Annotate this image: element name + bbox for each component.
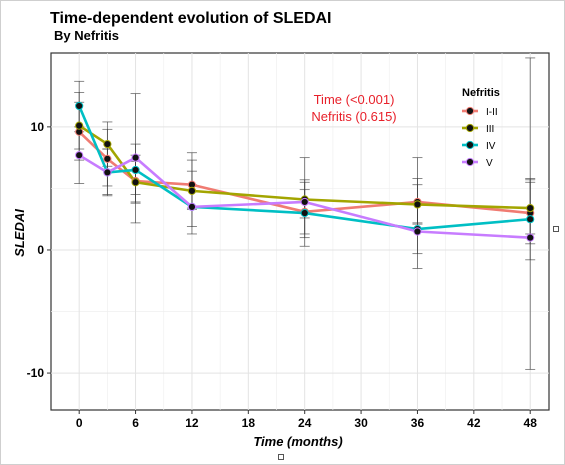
legend-key-point: [465, 140, 475, 150]
chart-subtitle: By Nefritis: [54, 28, 119, 43]
annotation-nefritis-pvalue: Nefritis (0.615): [311, 109, 396, 124]
chart-title: Time-dependent evolution of SLEDAI: [50, 10, 332, 27]
resize-handle-bottom[interactable]: [278, 454, 284, 460]
data-point-V: [413, 227, 422, 236]
x-tick-label: 24: [298, 416, 312, 430]
legend-item-IV: IV: [462, 140, 496, 152]
x-tick-label: 6: [132, 416, 139, 430]
legend-title: Nefritis: [462, 87, 500, 99]
plot-panel: [50, 52, 550, 411]
data-point-V: [187, 202, 197, 211]
legend-item-I-II: I-II: [462, 106, 498, 118]
series-points: [75, 101, 535, 242]
data-point-IV: [131, 165, 140, 175]
x-tick-label: 42: [467, 416, 481, 430]
legend-item-V: V: [462, 157, 493, 169]
legend-label: I-II: [486, 107, 498, 118]
data-point-IV: [75, 101, 84, 111]
legend-key-point: [465, 123, 475, 133]
legend-item-III: III: [462, 123, 494, 135]
x-tick-label: 18: [242, 416, 256, 430]
data-point-IV: [300, 208, 309, 218]
data-point-III: [131, 178, 140, 187]
x-tick-label: 48: [524, 416, 538, 430]
y-axis-label: SLEDAI: [12, 209, 27, 257]
data-point-V: [300, 197, 309, 207]
x-tick-label: 12: [185, 416, 199, 430]
data-point-III: [187, 186, 197, 195]
data-point-III: [103, 139, 112, 149]
x-tick-label: 36: [411, 416, 425, 430]
legend-label: III: [486, 124, 494, 135]
axes: 0 6 12 18 24 30 36 42 48 -10 0 10: [27, 120, 538, 430]
y-tick-label: -10: [27, 366, 45, 380]
legend: Nefritis I-II III IV V: [462, 87, 500, 169]
data-point-IV: [526, 215, 535, 224]
x-tick-label: 30: [354, 416, 368, 430]
legend-items: I-II III IV V: [462, 106, 498, 169]
x-axis-label: Time (months): [253, 434, 342, 449]
annotation-time-pvalue: Time (<0.001): [314, 92, 395, 107]
x-tick-label: 0: [76, 416, 83, 430]
legend-label: V: [486, 158, 493, 169]
data-point-V: [75, 151, 84, 160]
data-point-III: [526, 204, 535, 213]
data-point-I-II: [103, 154, 112, 163]
data-point-V: [103, 168, 112, 177]
data-point-V: [526, 233, 535, 242]
legend-label: IV: [486, 141, 496, 152]
data-point-V: [131, 153, 140, 162]
legend-key-point: [465, 157, 475, 167]
y-tick-label: 10: [31, 120, 45, 134]
data-point-III: [413, 200, 422, 209]
data-point-III: [75, 121, 84, 130]
y-tick-label: 0: [37, 243, 44, 257]
legend-key-point: [465, 106, 475, 116]
resize-handle-right[interactable]: [553, 226, 559, 232]
